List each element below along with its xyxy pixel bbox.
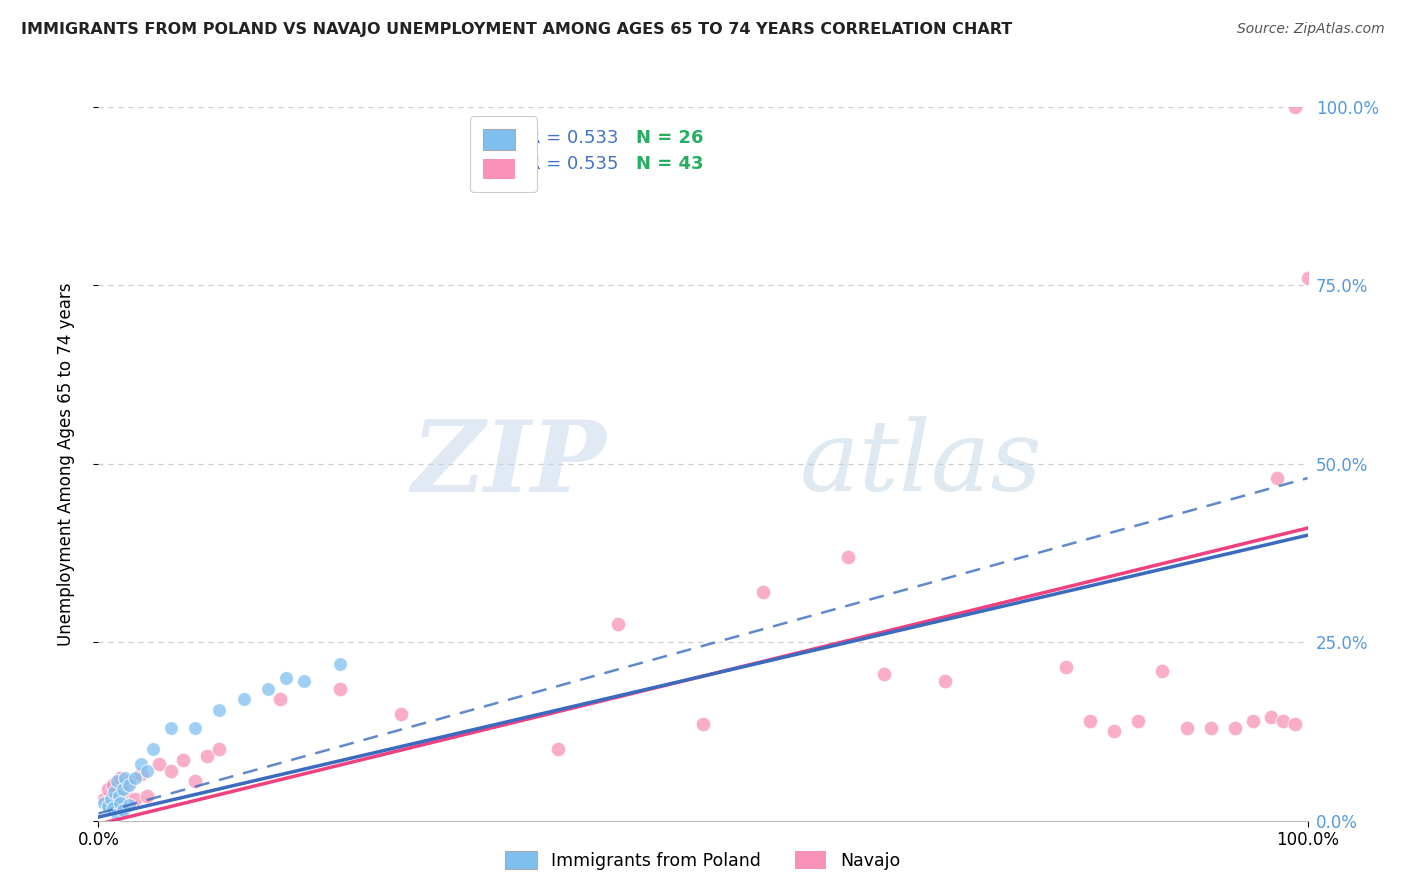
Point (1241, 714, 1264, 728)
Point (184, 721, 207, 735)
Point (111, 801, 134, 815)
Point (873, 667, 896, 681)
Point (118, 797, 141, 812)
Point (108, 789, 131, 803)
Point (111, 803, 134, 817)
Point (97, 799, 120, 814)
Text: R = 0.533: R = 0.533 (527, 129, 619, 147)
Point (292, 674, 315, 689)
Point (118, 778, 141, 792)
Point (1267, 471, 1289, 485)
Point (97, 781, 120, 796)
Point (142, 742, 165, 756)
Point (208, 703, 231, 717)
Point (124, 771, 146, 785)
Point (118, 774, 141, 789)
Point (195, 749, 218, 764)
Legend: , : , (470, 116, 537, 192)
Point (160, 764, 183, 778)
Point (105, 806, 128, 821)
Point (111, 781, 134, 796)
Point (129, 767, 152, 781)
Point (1175, 721, 1198, 735)
Point (105, 774, 128, 789)
Point (1284, 717, 1306, 731)
Point (100, 799, 122, 814)
Point (1260, 710, 1282, 724)
Text: ZIP: ZIP (412, 416, 606, 512)
Point (135, 789, 157, 803)
Point (124, 792, 146, 806)
Point (93, 792, 115, 806)
Point (232, 692, 254, 706)
Point (105, 796, 128, 810)
Text: atlas: atlas (800, 417, 1042, 511)
Point (1128, 714, 1150, 728)
Point (692, 717, 714, 731)
Text: N = 26: N = 26 (637, 129, 704, 147)
Point (160, 721, 183, 735)
Point (108, 771, 131, 785)
Legend: Immigrants from Poland, Navajo: Immigrants from Poland, Navajo (496, 843, 910, 879)
Point (1152, 664, 1174, 678)
Point (101, 778, 124, 792)
Point (1272, 714, 1295, 728)
Point (100, 792, 122, 806)
Text: R = 0.535: R = 0.535 (527, 155, 619, 173)
Point (148, 756, 170, 771)
Point (256, 681, 278, 696)
Point (1223, 721, 1246, 735)
Text: N = 43: N = 43 (637, 155, 704, 173)
Point (184, 774, 207, 789)
Point (1199, 721, 1222, 735)
Point (607, 617, 630, 632)
Text: IMMIGRANTS FROM POLAND VS NAVAJO UNEMPLOYMENT AMONG AGES 65 TO 74 YEARS CORRELAT: IMMIGRANTS FROM POLAND VS NAVAJO UNEMPLO… (21, 22, 1012, 37)
Point (114, 785, 136, 799)
Point (389, 706, 412, 721)
Point (1284, 100, 1306, 114)
Point (329, 657, 352, 671)
Point (1102, 724, 1125, 739)
Point (547, 742, 569, 756)
Point (752, 585, 775, 599)
Point (329, 681, 352, 696)
Point (93, 796, 115, 810)
Y-axis label: Unemployment Among Ages 65 to 74 years: Unemployment Among Ages 65 to 74 years (56, 282, 75, 646)
Point (101, 801, 124, 815)
Point (269, 692, 291, 706)
Point (108, 796, 131, 810)
Point (114, 771, 136, 785)
Point (135, 764, 157, 778)
Point (274, 671, 297, 685)
Text: Source: ZipAtlas.com: Source: ZipAtlas.com (1237, 22, 1385, 37)
Point (1296, 271, 1319, 285)
Point (837, 549, 859, 564)
Point (172, 753, 194, 767)
Point (1054, 660, 1077, 674)
Point (208, 742, 231, 756)
Point (129, 756, 152, 771)
Point (934, 674, 956, 689)
Point (103, 785, 125, 799)
Point (1078, 714, 1101, 728)
